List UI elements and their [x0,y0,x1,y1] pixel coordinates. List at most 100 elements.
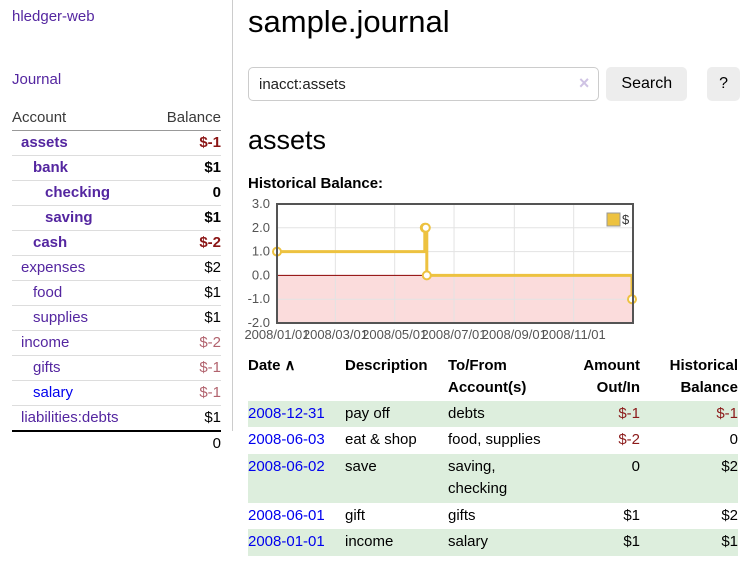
account-title: assets [248,125,327,155]
account-link-expenses[interactable]: expenses [21,259,86,276]
account-link-bank[interactable]: bank [33,159,69,176]
account-balance: $-1 [199,134,221,151]
balance-column-header: Balance [166,109,221,126]
account-balance: $1 [204,284,221,301]
amount-cell: $-1 [618,404,640,422]
register-row: 2008-06-01 gift gifts $1 $2 [248,503,738,530]
accounts-total: 0 [212,435,221,452]
svg-text:2008/01/01: 2008/01/01 [244,327,309,341]
account-row: assets $-1 [12,131,221,156]
account-row: saving $1 [12,206,221,231]
clear-search-icon[interactable]: × [578,73,590,93]
description-cell: eat & shop [345,431,417,449]
register-header-date[interactable]: Date ∧ [248,357,296,374]
svg-text:3.0: 3.0 [252,199,270,211]
svg-text:2008/11/01: 2008/11/01 [542,327,606,341]
account-balance: $-1 [199,359,221,376]
account-link-gifts[interactable]: gifts [33,359,61,376]
search-form: × Search ? [248,67,740,101]
balance-cell: $2 [721,506,738,524]
balance-cell: 0 [729,431,738,449]
date-link[interactable]: 2008-12-31 [248,404,325,422]
accounts-cell: gifts [448,506,476,524]
account-row: liabilities:debts $1 [12,406,221,432]
account-row: salary $-1 [12,381,221,406]
account-row: food $1 [12,281,221,306]
account-link-assets[interactable]: assets [21,134,68,151]
accounts-cell: salary [448,533,489,551]
account-link-cash[interactable]: cash [33,234,68,251]
account-link-income[interactable]: income [21,334,70,351]
brand-link[interactable]: hledger-web [12,8,95,25]
accounts-cell: saving, checking [448,458,508,497]
account-balance: $1 [204,209,221,226]
accounts-cell: debts [448,404,485,422]
account-row: cash $-2 [12,231,221,256]
main-content: sample.journal × Search ? assets Histori… [244,0,740,556]
register-row: 2008-06-02 save saving, checking 0 $2 [248,454,738,503]
account-row: gifts $-1 [12,356,221,381]
account-row: expenses $2 [12,256,221,281]
amount-cell: $1 [623,506,640,524]
account-balance: 0 [212,184,221,201]
account-column-header: Account [12,109,67,126]
svg-text:2008/03/01: 2008/03/01 [303,327,368,341]
date-link[interactable]: 2008-06-02 [248,458,325,475]
account-balance: $1 [204,309,221,326]
svg-text:2.0: 2.0 [252,220,270,235]
date-link[interactable]: 2008-06-01 [248,506,325,524]
account-balance: $-1 [199,384,221,401]
register-row: 2008-01-01 income salary $1 $1 [248,529,738,556]
account-link-food[interactable]: food [33,284,63,301]
chart-heading: Historical Balance: [248,175,384,192]
search-input[interactable] [248,67,600,101]
account-balance: $-2 [199,234,221,251]
account-link-supplies[interactable]: supplies [33,309,89,326]
register-header-description: Description [345,357,428,374]
register-row: 2008-06-03 eat & shop food, supplies $-2… [248,427,738,454]
svg-text:-2.0: -2.0 [248,315,270,330]
svg-text:2008/05/01: 2008/05/01 [362,327,427,341]
sort-ascending-icon: ∧ [284,357,296,374]
svg-text:0.0: 0.0 [252,267,270,282]
account-row: supplies $1 [12,306,221,331]
sidebar: hledger-web Journal Account Balance asse… [0,0,233,452]
account-balance: $1 [204,409,221,426]
account-row: income $-2 [12,331,221,356]
date-link[interactable]: 2008-06-03 [248,431,325,449]
svg-text:2008/07/01: 2008/07/01 [421,327,486,341]
historical-balance-chart: 3.0 2.0 1.0 0.0 -1.0 -2.02008/01/012008/03/01… [244,199,637,341]
page-title: sample.journal [248,4,450,39]
amount-cell: 0 [631,458,640,475]
sidebar-item-journal[interactable]: Journal [12,71,62,88]
balance-cell: $1 [721,533,738,551]
description-cell: save [345,458,377,475]
account-link-saving[interactable]: saving [45,209,93,226]
svg-text:-1.0: -1.0 [248,291,270,306]
description-cell: gift [345,506,366,524]
register-table: Date ∧ Description To/From Account(s) Amo… [248,353,738,556]
description-cell: income [345,533,394,551]
balance-cell: $2 [721,458,738,475]
svg-text:$: $ [622,212,630,227]
account-link-salary[interactable]: salary [33,384,74,401]
account-row: bank $1 [12,156,221,181]
balance-cell: $-1 [716,404,738,422]
accounts-table: Account Balance assets $-1 bank $1 checkin… [12,106,221,455]
description-cell: pay off [345,404,390,422]
account-link-checking[interactable]: checking [45,184,111,201]
account-link-liabilities-debts[interactable]: liabilities:debts [21,409,119,426]
svg-text:2008/09/01: 2008/09/01 [482,327,547,341]
register-header-amount: Amount Out/In [583,357,640,396]
register-row: 2008-12-31 pay off debts $-1 $-1 [248,400,738,428]
help-button[interactable]: ? [707,67,740,101]
amount-cell: $1 [623,533,640,551]
account-balance: $-2 [199,334,221,351]
svg-text:1.0: 1.0 [252,244,270,259]
account-balance: $1 [204,159,221,176]
account-balance: $2 [204,259,221,276]
date-link[interactable]: 2008-01-01 [248,533,325,551]
search-button[interactable]: Search [606,67,688,101]
accounts-cell: food, supplies [448,431,541,449]
register-header-balance: Historical Balance [669,357,738,396]
